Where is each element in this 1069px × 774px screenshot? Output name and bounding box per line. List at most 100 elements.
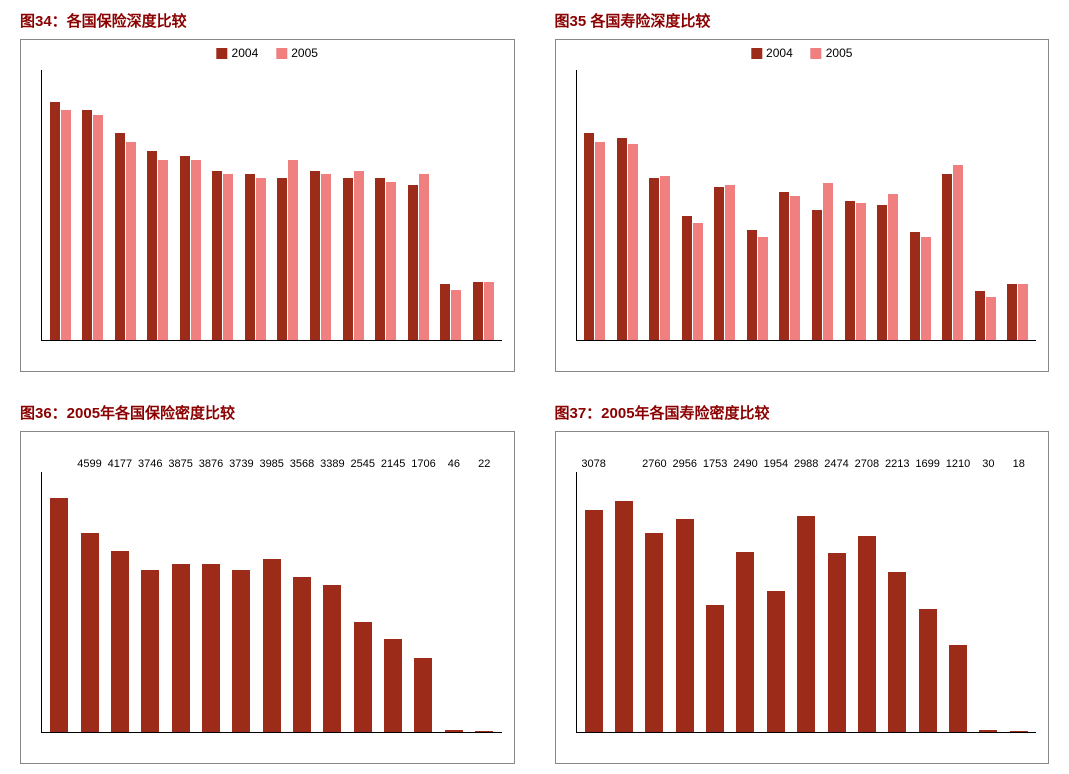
bar-group: 1954 xyxy=(767,472,785,732)
bar-group: 22 xyxy=(475,472,493,732)
bar xyxy=(823,183,833,341)
bar-group: 2545 xyxy=(354,472,372,732)
bar xyxy=(628,144,638,340)
legend-label: 2005 xyxy=(291,46,318,60)
bars-container xyxy=(577,70,1037,340)
bar-group xyxy=(375,70,396,340)
panel-life-insurance-depth: 图35 各国寿险深度比较 2004 2005 xyxy=(555,10,1050,372)
bar xyxy=(812,210,822,341)
bar-group xyxy=(343,70,364,340)
bar xyxy=(790,196,800,340)
bar xyxy=(942,174,952,341)
bar xyxy=(180,156,190,340)
bar-group: 1753 xyxy=(706,472,724,732)
bar xyxy=(828,553,846,732)
bar-group: 2760 xyxy=(645,472,663,732)
bar xyxy=(949,645,967,732)
value-label: 3568 xyxy=(290,458,314,470)
value-label: 2490 xyxy=(733,458,757,470)
bar xyxy=(232,570,250,732)
bar xyxy=(953,165,963,341)
bar xyxy=(419,174,429,340)
bar xyxy=(82,110,92,340)
value-label: 3746 xyxy=(138,458,162,470)
bar xyxy=(919,609,937,732)
bar-group xyxy=(682,70,703,340)
bar-group xyxy=(649,70,670,340)
value-label: 4599 xyxy=(77,458,101,470)
bar xyxy=(61,110,71,340)
bar xyxy=(475,731,493,732)
value-label: 3985 xyxy=(259,458,283,470)
chart-grid: 图34：各国保险深度比较 20042005 图35 各国寿险深度比较 20042… xyxy=(20,10,1049,764)
bar-group: 2490 xyxy=(736,472,754,732)
bars-container: 4599417737463875387637393985356833892545… xyxy=(42,472,502,732)
value-label: 1753 xyxy=(703,458,727,470)
bar xyxy=(212,171,222,340)
bar-group xyxy=(408,70,429,340)
legend-item: 2005 xyxy=(811,46,853,60)
bar xyxy=(354,622,372,732)
legend-label: 2004 xyxy=(232,46,259,60)
bar xyxy=(310,171,320,340)
bar-group: 3568 xyxy=(293,472,311,732)
legend-item: 2004 xyxy=(217,46,259,60)
value-label: 2760 xyxy=(642,458,666,470)
panel-title: 图37：2005年各国寿险密度比较 xyxy=(555,402,1050,423)
bar xyxy=(858,536,876,732)
legend: 2004 2005 xyxy=(751,46,852,60)
bar xyxy=(343,178,353,340)
bar xyxy=(277,178,287,340)
bar xyxy=(408,185,418,340)
legend-swatch xyxy=(217,48,228,59)
bar xyxy=(758,237,768,341)
bar xyxy=(386,182,396,340)
bar xyxy=(682,216,692,340)
legend-item: 2004 xyxy=(751,46,793,60)
legend-swatch xyxy=(276,48,287,59)
bar-group: 1706 xyxy=(414,472,432,732)
bar xyxy=(888,572,906,732)
bar xyxy=(910,232,920,340)
bar-group: 4599 xyxy=(81,472,99,732)
value-label: 1706 xyxy=(411,458,435,470)
bars-container: 3078276029561753249019542988247427082213… xyxy=(577,472,1037,732)
bar xyxy=(484,282,494,340)
bar-group xyxy=(50,70,71,340)
bar xyxy=(1010,731,1028,732)
value-label: 3739 xyxy=(229,458,253,470)
bar xyxy=(245,174,255,340)
bar-group xyxy=(310,70,331,340)
bar-group xyxy=(115,70,136,340)
plot-area: 3078276029561753249019542988247427082213… xyxy=(576,472,1037,733)
bar-group xyxy=(473,70,494,340)
bar xyxy=(714,187,724,340)
bar xyxy=(126,142,136,340)
bar-group: 3875 xyxy=(172,472,190,732)
chart-box: 4599417737463875387637393985356833892545… xyxy=(20,431,515,764)
value-label: 3875 xyxy=(168,458,192,470)
value-label: 2474 xyxy=(824,458,848,470)
bar xyxy=(115,133,125,340)
value-label: 2956 xyxy=(673,458,697,470)
value-label: 1954 xyxy=(764,458,788,470)
bar xyxy=(676,519,694,732)
panel-title: 图35 各国寿险深度比较 xyxy=(555,10,1050,31)
bar-group xyxy=(877,70,898,340)
bar xyxy=(856,203,866,340)
bar-group xyxy=(50,472,68,732)
bar-group xyxy=(147,70,168,340)
bar-group: 2213 xyxy=(888,472,906,732)
bar xyxy=(615,501,633,732)
panel-insurance-density: 图36：2005年各国保险密度比较 4599417737463875387637… xyxy=(20,402,515,764)
bars-container xyxy=(42,70,502,340)
panel-life-insurance-density: 图37：2005年各国寿险密度比较 3078276029561753249019… xyxy=(555,402,1050,764)
bar-group: 2708 xyxy=(858,472,876,732)
bar xyxy=(779,192,789,341)
bar-group xyxy=(1007,70,1028,340)
panel-title: 图36：2005年各国保险密度比较 xyxy=(20,402,515,423)
bar-group xyxy=(812,70,833,340)
value-label: 2545 xyxy=(351,458,375,470)
bar xyxy=(111,551,129,732)
bar xyxy=(736,552,754,732)
